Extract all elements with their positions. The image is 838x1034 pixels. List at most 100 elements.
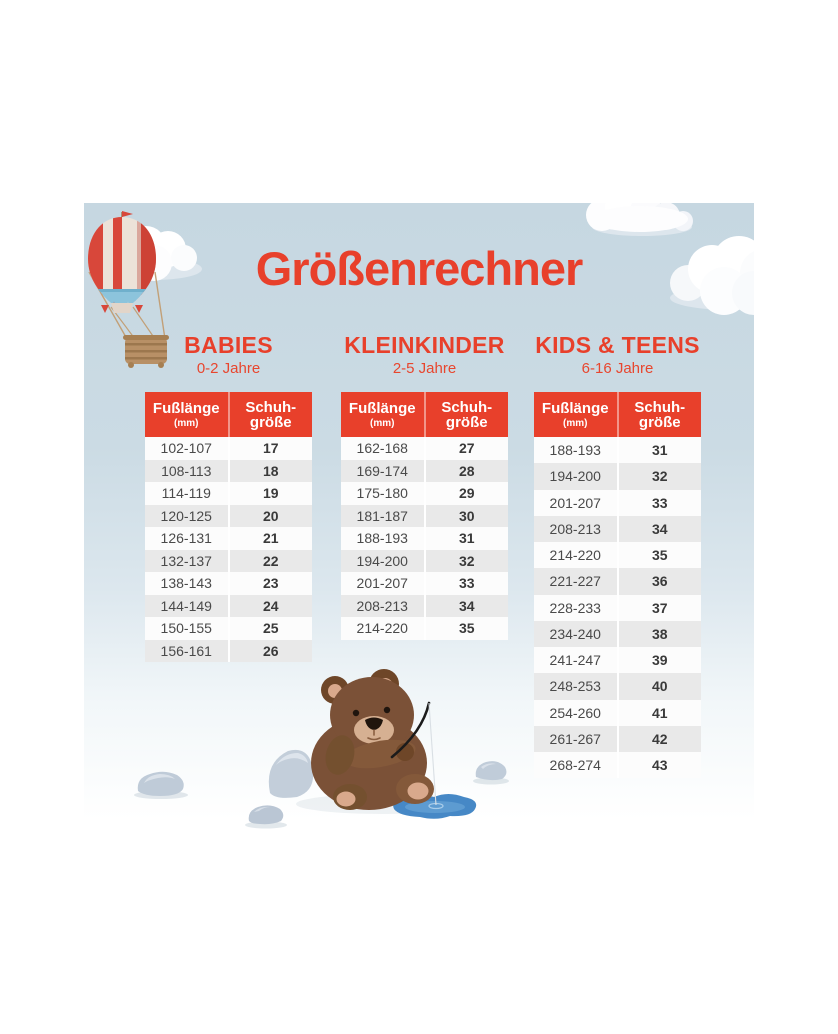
balloon-basket-icon bbox=[123, 335, 169, 368]
table-row: 194-200 32 bbox=[341, 549, 508, 572]
shoe-size-value: 19 bbox=[227, 482, 313, 505]
shoe-size-value: 22 bbox=[227, 549, 313, 572]
foot-length-value: 228-233 bbox=[549, 599, 601, 616]
table-row: 221-227 36 bbox=[534, 568, 702, 595]
foot-length-value: 201-207 bbox=[356, 575, 408, 592]
table-row: 169-174 28 bbox=[341, 459, 509, 482]
foot-length-value: 208-213 bbox=[549, 520, 601, 537]
table-row: 102-107 17 bbox=[145, 437, 312, 460]
table-row: 228-233 37 bbox=[534, 594, 701, 621]
header-foot-length: Fußlänge (mm) bbox=[541, 399, 609, 429]
foot-length-value: 188-193 bbox=[549, 442, 601, 459]
foot-length-value: 126-131 bbox=[160, 530, 212, 547]
foot-length-value: 108-113 bbox=[161, 462, 212, 479]
shoe-size-value: 28 bbox=[423, 459, 509, 482]
header-foot-length: Fußlänge (mm) bbox=[348, 399, 416, 429]
section-title-babies: BABIES bbox=[184, 332, 273, 358]
table-row: 175-180 29 bbox=[341, 482, 508, 505]
section-kleinkinder: KLEINKINDER 2-5 Jahre Fußlänge (mm) Schu… bbox=[341, 331, 508, 640]
table-row: 132-137 22 bbox=[145, 549, 313, 572]
table-row: 214-220 35 bbox=[534, 542, 702, 569]
background-scene bbox=[88, 203, 754, 829]
table-row: 194-200 32 bbox=[534, 463, 702, 490]
foot-length-value: 214-220 bbox=[549, 547, 601, 564]
foot-length-value: 188-193 bbox=[356, 530, 408, 547]
section-title-kids-teens: KIDS & TEENS bbox=[535, 332, 700, 358]
table-body: 162-168 27 169-174 28 175-180 29 181-187 30 188-… bbox=[341, 437, 508, 640]
shoe-size-value: 33 bbox=[616, 489, 702, 516]
foot-length-value: 241-247 bbox=[549, 652, 601, 669]
table-row: 248-253 40 bbox=[534, 673, 701, 700]
foot-length-value: 144-149 bbox=[160, 597, 212, 614]
foot-length-value: 248-253 bbox=[549, 678, 601, 695]
shoe-size-value: 38 bbox=[616, 620, 702, 647]
size-table-kleinkinder: Fußlänge (mm) Schuh- größe 162-168 27 169-… bbox=[341, 392, 508, 640]
foot-length-value: 214-220 bbox=[356, 620, 408, 637]
foot-length-value: 194-200 bbox=[356, 552, 408, 569]
rock-small-left-icon bbox=[245, 805, 287, 829]
foot-length-value: 175-180 bbox=[356, 485, 408, 502]
foot-length-value: 261-267 bbox=[549, 730, 601, 747]
section-babies: BABIES 0-2 Jahre Fußlänge (mm) Schuh- gr… bbox=[145, 331, 312, 662]
foot-length-value: 169-174 bbox=[356, 462, 408, 479]
foot-length-value: 268-274 bbox=[549, 757, 601, 774]
table-row: 234-240 38 bbox=[534, 620, 702, 647]
foot-length-value: 208-213 bbox=[356, 597, 408, 614]
shoe-size-value: 20 bbox=[227, 504, 313, 527]
table-row: 241-247 39 bbox=[534, 647, 702, 674]
table-row: 181-187 30 bbox=[341, 504, 509, 527]
cloud-top-icon bbox=[586, 203, 693, 236]
header-shoe-size: Schuh- größe bbox=[616, 392, 702, 437]
section-kids-teens: KIDS & TEENS 6-16 Jahre Fußlänge (mm) Sc… bbox=[534, 331, 702, 779]
foot-length-value: 201-207 bbox=[549, 494, 601, 511]
table-header: Fußlänge (mm) Schuh- größe bbox=[341, 392, 508, 437]
fishing-line-icon bbox=[428, 702, 437, 806]
header-foot-length: Fußlänge (mm) bbox=[152, 399, 220, 429]
rock-right-icon bbox=[473, 761, 509, 785]
section-age-kleinkinder: 2-5 Jahre bbox=[392, 360, 457, 377]
size-table-babies: Fußlänge (mm) Schuh- größe 102-107 17 108-… bbox=[145, 392, 312, 662]
table-body: 102-107 17 108-113 18 114-119 19 120-125 20 126-… bbox=[145, 437, 312, 662]
table-row: 108-113 18 bbox=[145, 459, 313, 482]
shoe-size-value: 34 bbox=[616, 515, 702, 542]
section-age-babies: 0-2 Jahre bbox=[196, 360, 261, 377]
shoe-size-value: 33 bbox=[423, 572, 509, 595]
header-shoe-size: Schuh- größe bbox=[423, 392, 509, 437]
table-header: Fußlänge (mm) Schuh- größe bbox=[145, 392, 312, 437]
table-row: 156-161 26 bbox=[145, 639, 313, 662]
shoe-size-value: 25 bbox=[227, 617, 313, 640]
size-table-kids-teens: Fußlänge (mm) Schuh- größe 188-193 31 194-… bbox=[534, 392, 702, 779]
shoe-size-value: 23 bbox=[227, 572, 313, 595]
foot-length-value: 162-168 bbox=[356, 440, 408, 457]
size-chart-card: Größenrechner BABIES 0-2 Jahre Fußlänge … bbox=[84, 203, 754, 845]
shoe-size-value: 26 bbox=[227, 639, 313, 662]
shoe-size-value: 42 bbox=[616, 725, 702, 752]
shoe-size-value: 18 bbox=[227, 459, 313, 482]
header-shoe-size: Schuh- größe bbox=[227, 392, 313, 437]
shoe-size-value: 17 bbox=[227, 437, 313, 460]
shoe-size-value: 35 bbox=[616, 542, 702, 569]
table-row: 261-267 42 bbox=[534, 725, 702, 752]
rock-left-icon bbox=[134, 771, 188, 799]
foot-length-value: 114-119 bbox=[161, 485, 211, 502]
shoe-size-value: 43 bbox=[616, 752, 702, 779]
shoe-size-value: 39 bbox=[616, 647, 702, 674]
foot-length-value: 254-260 bbox=[549, 704, 601, 721]
shoe-size-value: 36 bbox=[616, 568, 702, 595]
shoe-size-value: 27 bbox=[423, 437, 509, 460]
foot-length-value: 132-137 bbox=[160, 552, 212, 569]
foot-length-value: 138-143 bbox=[160, 575, 212, 592]
shoe-size-value: 31 bbox=[423, 527, 509, 550]
table-body: 188-193 31 194-200 32 201-207 33 208-213 34 214-… bbox=[534, 437, 702, 779]
foot-length-value: 221-227 bbox=[549, 573, 601, 590]
shoe-size-value: 32 bbox=[616, 463, 702, 490]
table-row: 144-149 24 bbox=[145, 594, 312, 617]
table-row: 120-125 20 bbox=[145, 504, 313, 527]
bear-fishing-icon bbox=[311, 669, 437, 810]
page-title: Größenrechner bbox=[255, 242, 584, 295]
table-row: 201-207 33 bbox=[534, 489, 702, 516]
table-row: 114-119 19 bbox=[145, 482, 312, 505]
shoe-size-value: 30 bbox=[423, 504, 509, 527]
table-row: 188-193 31 bbox=[341, 527, 508, 550]
shoe-size-value: 29 bbox=[423, 482, 509, 505]
